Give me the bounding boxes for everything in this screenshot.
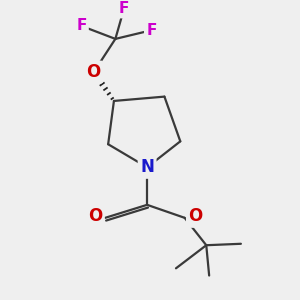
Text: O: O: [188, 207, 203, 225]
Text: O: O: [88, 207, 102, 225]
Text: F: F: [76, 18, 86, 33]
Text: N: N: [140, 158, 154, 176]
Text: F: F: [119, 1, 129, 16]
Text: F: F: [146, 23, 157, 38]
Text: O: O: [87, 63, 101, 81]
